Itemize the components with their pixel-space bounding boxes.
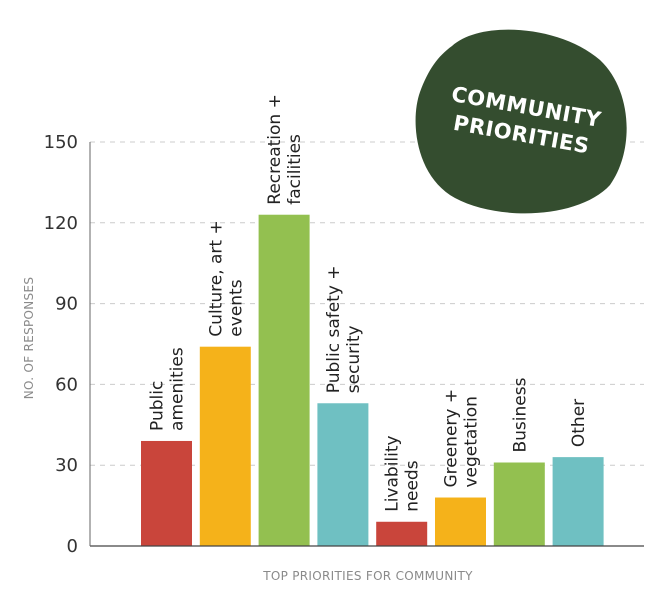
x-axis-title: TOP PRIORITIES FOR COMMUNITY: [262, 569, 473, 583]
bar-label: Other: [569, 399, 589, 447]
bar: [552, 457, 604, 546]
bar-label: Public: [148, 381, 168, 431]
bar-label: Greenery +: [442, 389, 462, 488]
bars: [141, 214, 604, 546]
bar-label: Business: [510, 377, 530, 452]
y-tick-label: 150: [44, 132, 78, 153]
bar: [435, 497, 486, 546]
bar-label: facilities: [285, 134, 305, 205]
bar: [493, 462, 545, 546]
bar-label: vegetation: [462, 396, 482, 487]
y-tick-label: 90: [55, 294, 78, 315]
y-tick-label: 30: [55, 455, 78, 476]
bar-label: Livability: [383, 435, 403, 511]
bar-label: Recreation +: [265, 94, 285, 205]
y-tick-label: 120: [44, 213, 78, 234]
bar-label: amenities: [168, 347, 188, 431]
badge-blob: [415, 29, 627, 214]
bar-label: Public safety +: [324, 265, 344, 393]
bar: [141, 440, 192, 546]
bar: [258, 214, 310, 546]
community-priorities-badge: COMMUNITY PRIORITIES: [415, 29, 627, 214]
y-tick-label: 0: [67, 536, 78, 557]
bar: [376, 521, 428, 546]
bar-label: needs: [403, 460, 423, 511]
bar-label: events: [226, 279, 246, 336]
bar-label: security: [344, 325, 364, 393]
bar: [317, 403, 369, 546]
bar-label: Culture, art +: [206, 220, 226, 336]
y-axis-title: NO. OF RESPONSES: [22, 277, 36, 400]
y-tick-label: 60: [55, 374, 78, 395]
y-axis-ticks: 0 30 60 90 120 150: [44, 132, 78, 557]
bar-labels: Public amenities Culture, art + events Recre…: [148, 94, 590, 512]
bar: [199, 346, 251, 546]
